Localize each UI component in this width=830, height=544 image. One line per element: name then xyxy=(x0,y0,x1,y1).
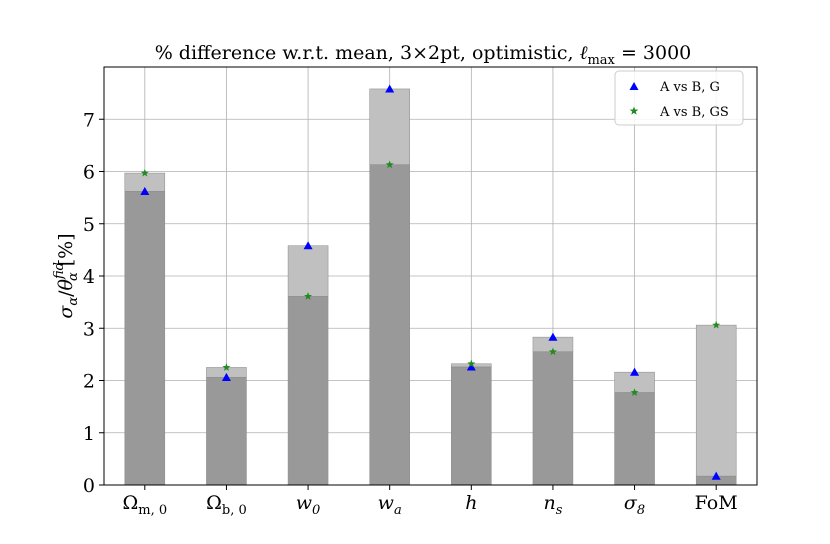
x-tick-label: σ8 xyxy=(624,492,645,518)
x-tick-label: wa xyxy=(378,492,402,518)
legend-label-gs: A vs B, GS xyxy=(659,105,729,120)
grid-lines xyxy=(104,67,757,486)
star-marker xyxy=(712,320,721,329)
bar-excess xyxy=(287,245,329,297)
bar-overlap xyxy=(287,296,329,486)
legend: A vs B, G A vs B, GS xyxy=(614,70,744,126)
bar-overlap xyxy=(206,377,247,486)
triangle-marker xyxy=(466,362,476,371)
star-marker xyxy=(304,292,313,300)
chart-title: % difference w.r.t. mean, 3×2pt, optimis… xyxy=(155,42,692,68)
triangle-marker xyxy=(711,471,721,480)
star-marker xyxy=(140,168,149,177)
axis-ticks: 0 1 2 3 4 5 6 7 Ωm, 0 Ωb, 0 w0 wa h ns σ8 FoM xyxy=(83,109,738,518)
star-marker xyxy=(385,160,394,169)
star-marker xyxy=(630,388,639,396)
x-tick-label: Ωb, 0 xyxy=(206,492,247,518)
x-tick-label: w0 xyxy=(296,492,321,518)
star-marker xyxy=(548,347,557,356)
bar-excess xyxy=(695,324,737,477)
legend-star-marker xyxy=(629,106,639,115)
bar-overlap xyxy=(614,392,655,486)
x-tick-label: FoM xyxy=(695,492,738,514)
y-tick-label: 7 xyxy=(83,109,95,131)
legend-triangle-marker xyxy=(629,82,639,90)
bar-overlap xyxy=(532,351,574,486)
triangle-marker xyxy=(630,367,640,376)
bar-overlap xyxy=(451,366,492,486)
star-marker xyxy=(467,359,476,368)
legend-entry-gs: A vs B, GS xyxy=(629,105,729,120)
x-tick-label: ns xyxy=(543,492,562,518)
bar-overlap xyxy=(124,191,166,486)
y-tick-label: 4 xyxy=(83,266,95,288)
triangle-marker xyxy=(385,84,395,93)
y-tick-label: 0 xyxy=(83,475,95,497)
x-tick-label: h xyxy=(465,492,477,514)
triangle-marker xyxy=(548,332,558,341)
triangle-marker xyxy=(303,241,313,250)
y-tick-label: 6 xyxy=(83,162,95,184)
y-tick-label: 5 xyxy=(83,214,95,236)
triangle-marker xyxy=(140,186,150,195)
bar-excess xyxy=(369,88,410,165)
star-marker xyxy=(222,363,231,371)
triangle-marker xyxy=(221,372,231,381)
y-axis-label: σα/θfidα [%] xyxy=(52,233,81,318)
legend-label-g: A vs B, G xyxy=(659,80,720,95)
y-tick-label: 3 xyxy=(83,318,95,340)
bars xyxy=(124,88,737,486)
legend-entry-g: A vs B, G xyxy=(629,80,720,95)
bar-overlap xyxy=(369,164,410,486)
data-markers xyxy=(140,84,721,480)
y-tick-label: 2 xyxy=(83,371,95,393)
x-tick-label: Ωm, 0 xyxy=(122,492,167,518)
legend-box xyxy=(614,70,744,126)
y-tick-label: 1 xyxy=(83,423,95,445)
